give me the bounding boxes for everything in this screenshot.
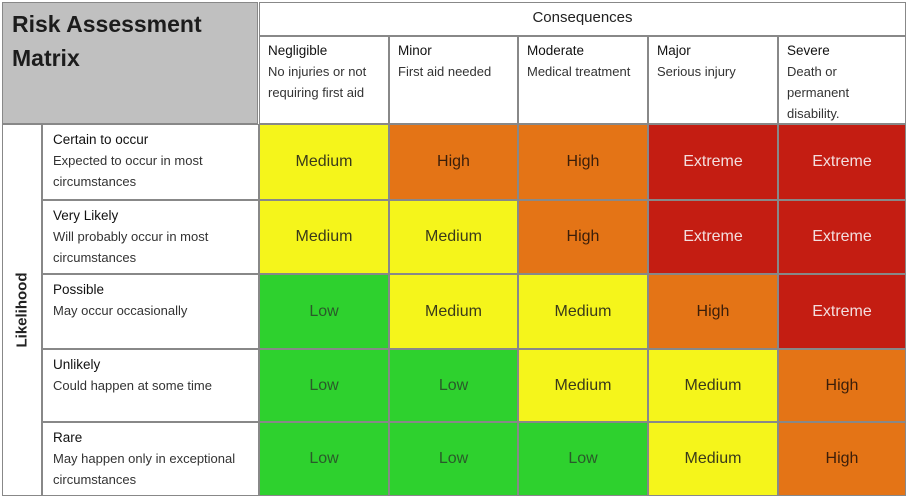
- row-header: Unlikely Could happen at some time: [42, 349, 259, 422]
- matrix-title: Risk Assessment Matrix: [12, 11, 202, 71]
- row-header: Rare May happen only in exceptional circu…: [42, 422, 259, 496]
- risk-cell: Medium: [259, 124, 389, 200]
- column-header: Moderate Medical treatment: [518, 36, 648, 124]
- risk-cell: Medium: [518, 349, 648, 422]
- column-description: No injuries or not requiring first aid: [268, 64, 367, 100]
- row-description: Could happen at some time: [53, 378, 212, 393]
- risk-cell: Medium: [518, 274, 648, 349]
- risk-cell: Low: [259, 274, 389, 349]
- risk-cell: Low: [259, 349, 389, 422]
- risk-cell: High: [648, 274, 778, 349]
- risk-cell: Extreme: [648, 200, 778, 274]
- column-name: Minor: [398, 43, 432, 58]
- row-description: May happen only in exceptional circumsta…: [53, 451, 236, 487]
- row-header: Certain to occur Expected to occur in mos…: [42, 124, 259, 200]
- risk-cell: Extreme: [778, 124, 906, 200]
- row-header: Possible May occur occasionally: [42, 274, 259, 349]
- row-description: Will probably occur in most circumstance…: [53, 229, 209, 265]
- risk-cell: Low: [389, 349, 518, 422]
- column-description: First aid needed: [398, 64, 492, 79]
- column-header: Negligible No injuries or not requiring f…: [259, 36, 389, 124]
- likelihood-label: Likelihood: [13, 272, 31, 348]
- risk-cell: Medium: [259, 200, 389, 274]
- risk-cell: High: [518, 124, 648, 200]
- row-name: Very Likely: [53, 208, 119, 223]
- column-header: Severe Death or permanent disability.: [778, 36, 906, 124]
- row-header: Very Likely Will probably occur in most c…: [42, 200, 259, 274]
- row-name: Certain to occur: [53, 132, 149, 147]
- row-name: Rare: [53, 430, 83, 445]
- risk-cell: Extreme: [648, 124, 778, 200]
- title-cell: Risk Assessment Matrix: [2, 2, 258, 124]
- risk-cell: Low: [518, 422, 648, 496]
- likelihood-side: Likelihood: [2, 124, 42, 496]
- row-name: Unlikely: [53, 357, 101, 372]
- column-name: Negligible: [268, 43, 328, 58]
- risk-cell: High: [518, 200, 648, 274]
- risk-cell: Extreme: [778, 200, 906, 274]
- column-description: Death or permanent disability.: [787, 64, 850, 121]
- risk-cell: Extreme: [778, 274, 906, 349]
- column-description: Serious injury: [657, 64, 736, 79]
- risk-cell: Medium: [648, 349, 778, 422]
- consequences-header: Consequences: [259, 2, 906, 36]
- column-name: Severe: [787, 43, 830, 58]
- column-header: Minor First aid needed: [389, 36, 518, 124]
- risk-cell: Low: [389, 422, 518, 496]
- risk-cell: Medium: [389, 274, 518, 349]
- risk-cell: Medium: [389, 200, 518, 274]
- risk-cell: High: [778, 349, 906, 422]
- row-description: Expected to occur in most circumstances: [53, 153, 203, 189]
- risk-cell: Medium: [648, 422, 778, 496]
- row-description: May occur occasionally: [53, 303, 188, 318]
- risk-cell: High: [389, 124, 518, 200]
- column-name: Major: [657, 43, 691, 58]
- column-header: Major Serious injury: [648, 36, 778, 124]
- risk-cell: High: [778, 422, 906, 496]
- column-name: Moderate: [527, 43, 585, 58]
- risk-cell: Low: [259, 422, 389, 496]
- column-description: Medical treatment: [527, 64, 631, 79]
- row-name: Possible: [53, 282, 105, 297]
